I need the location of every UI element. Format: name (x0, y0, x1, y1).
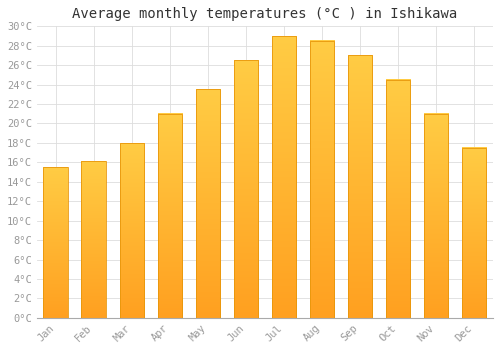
Bar (424, 114, 448, 318)
Bar (462, 148, 486, 318)
Bar (82, 161, 106, 318)
Bar (196, 90, 220, 318)
Bar (310, 41, 334, 318)
Title: Average monthly temperatures (°C ) in Ishikawa: Average monthly temperatures (°C ) in Is… (72, 7, 458, 21)
Bar (348, 55, 372, 318)
Bar (158, 114, 182, 318)
Bar (120, 143, 144, 318)
Bar (234, 60, 258, 318)
Bar (272, 36, 296, 318)
Bar (386, 80, 410, 318)
Bar (44, 167, 68, 318)
